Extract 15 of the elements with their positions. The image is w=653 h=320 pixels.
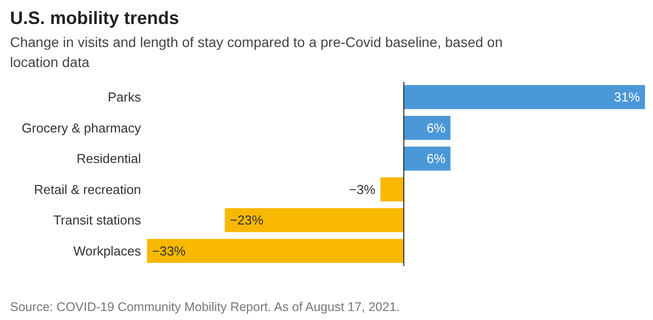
y-tick-label: Residential xyxy=(76,151,142,166)
data-label: 31% xyxy=(614,90,640,105)
y-tick-label: Grocery & pharmacy xyxy=(22,120,142,136)
y-tick-label: Workplaces xyxy=(73,243,142,258)
data-label: 6% xyxy=(426,151,446,166)
data-label: 6% xyxy=(426,120,446,136)
data-label: −3% xyxy=(349,182,376,197)
chart-title: U.S. mobility trends xyxy=(10,8,180,28)
data-label: −23% xyxy=(230,212,264,228)
data-label: −33% xyxy=(152,243,186,258)
source-note: Source: COVID-19 Community Mobility Report. As of August 17, 2021. xyxy=(10,300,400,314)
y-tick-label: Parks xyxy=(108,90,142,105)
y-tick-label: Transit stations xyxy=(53,212,142,228)
chart-subtitle: Change in visits and length of stay compared to a pre-Covid baseline, based on location data xyxy=(10,34,503,70)
y-tick-label: Retail & recreation xyxy=(34,182,141,197)
